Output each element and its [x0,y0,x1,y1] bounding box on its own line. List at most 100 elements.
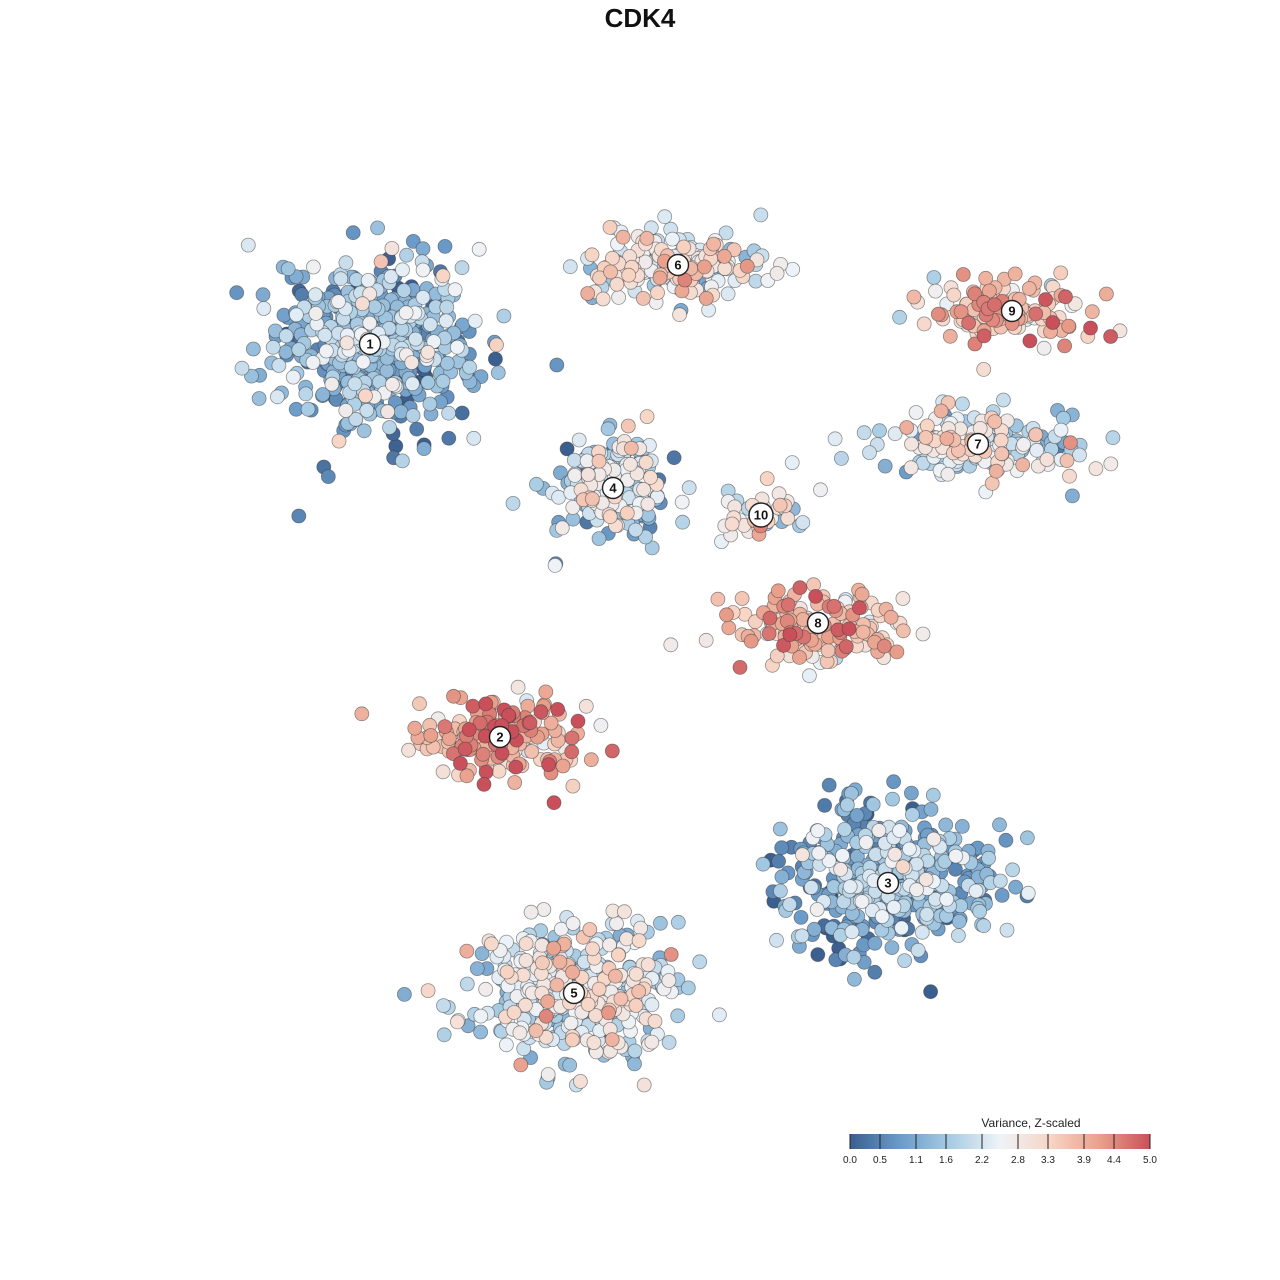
cell-point [359,402,375,418]
cell-point [793,910,809,925]
cell-point [396,987,412,1002]
cell-point [670,1008,686,1024]
cell-point [265,339,281,355]
cell-point [435,373,451,389]
cell-point [833,862,848,877]
cell-point [469,961,485,976]
cell-point [399,247,415,263]
cell-point [993,432,1009,448]
cell-point [769,932,784,948]
cell-point [412,696,427,712]
colorbar-tick-label: 3.3 [1041,1155,1055,1166]
cell-point [439,355,455,371]
cell-point [251,391,267,406]
cell-point [620,418,636,434]
cell-point [446,688,461,704]
cell-point [348,411,364,427]
cell-point [487,351,503,367]
cell-point [573,1074,588,1089]
cell-point [1105,430,1121,446]
cell-point [524,744,540,759]
cell-point [601,1005,616,1021]
cell-point [865,797,881,812]
cell-point [506,1005,522,1020]
cell-point [627,1043,643,1059]
cell-point [996,392,1011,408]
cell-point [338,403,354,418]
cell-point [540,1067,556,1082]
cell-point [792,650,807,665]
cell-point [657,209,673,225]
cell-point [1099,286,1114,302]
cell-point [817,798,832,813]
cell-point [1103,329,1118,344]
cell-point [653,915,668,931]
cell-point [394,453,410,469]
cell-point [423,728,439,743]
cell-point [415,241,431,257]
colorbar-title: Variance, Z-scaled [981,1116,1080,1130]
cell-point [918,872,934,887]
cell-point [298,386,314,402]
cell-point [774,840,790,856]
cell-point [675,514,690,530]
cell-point [318,343,334,359]
cell-point [1038,292,1053,307]
cell-point [1045,315,1061,330]
cell-point [619,505,635,521]
cell-point [280,261,296,277]
cell-point [285,369,301,385]
cell-point [1103,456,1119,472]
cluster-label-badge [1000,299,1024,323]
cell-point [1072,447,1087,463]
cell-point [916,316,932,332]
cell-point [474,946,490,961]
cell-point [475,746,491,762]
cell-point [457,741,473,757]
cell-point [774,869,790,885]
cell-point [578,698,594,714]
cell-point [631,933,647,948]
cell-point [883,609,899,625]
cell-point [324,376,340,392]
cell-point [897,953,912,968]
cell-point [373,254,389,270]
cell-point [794,928,810,944]
colorbar-tick-label: 5.0 [1143,1155,1157,1166]
colorbar-tick-label: 1.6 [939,1155,953,1166]
cell-point [384,240,400,256]
cell-point [615,229,631,245]
cell-point [358,388,373,404]
cell-point [538,684,554,700]
cell-point [540,994,556,1010]
cell-point [923,984,938,1000]
cell-point [872,423,887,439]
cell-point [640,496,656,512]
cell-point [415,289,431,305]
cell-point [396,283,412,298]
cell-point [565,778,581,794]
cell-point [405,408,421,424]
cell-point [854,586,870,602]
cell-point [608,968,623,984]
cell-point [871,823,887,838]
cell-point [981,850,996,866]
cell-point [619,931,634,947]
cell-point [951,928,966,943]
cell-point [1029,442,1045,458]
cell-point [784,455,800,471]
cell-point [821,853,837,869]
cell-point [899,420,915,435]
cell-point [643,469,658,485]
cluster-label-7: 7 [966,432,990,456]
cell-point [360,272,376,288]
cell-point [1061,318,1077,334]
cell-point [438,313,454,329]
cell-point [854,894,870,909]
cell-point [512,1025,528,1041]
cell-point [813,482,828,498]
cell-point [1062,468,1077,484]
cell-point [580,467,596,483]
cell-point [288,307,304,323]
cell-point [602,509,618,525]
